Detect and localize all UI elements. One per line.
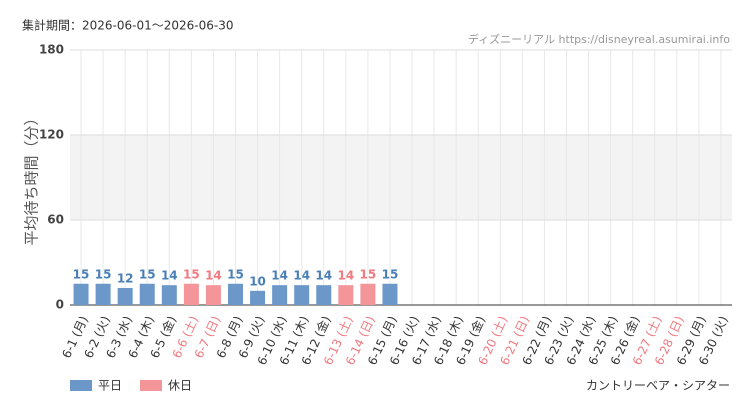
bar [272,285,288,305]
bar [139,283,155,305]
bar [228,283,243,305]
y-tick-label: 120 [39,128,64,142]
value-label: 15 [95,267,112,281]
value-label: 14 [205,269,222,283]
attraction-name: カントリーベア・シアター [586,379,730,393]
source: ディズニーリアル https://disneyreal.asumirai.inf… [468,32,730,46]
value-label: 14 [161,269,178,283]
bar [360,283,376,305]
value-label: 15 [382,267,399,281]
y-tick-label: 60 [47,213,64,227]
bar [338,285,354,305]
bar [205,285,221,305]
value-label: 12 [117,272,134,286]
legend-label: 平日 [98,379,122,393]
value-label: 14 [315,269,332,283]
bar [161,285,177,305]
legend-swatch [70,380,92,391]
shaded-band [70,135,732,220]
value-label: 10 [249,274,266,288]
value-label: 14 [337,269,354,283]
bar [183,283,199,305]
bar [73,283,89,305]
y-axis-title: 平均待ち時間（分） [23,110,41,245]
value-label: 15 [183,267,200,281]
bar [382,283,398,305]
y-tick-label: 180 [39,43,64,57]
value-label: 15 [227,267,244,281]
bar [316,285,332,305]
bar [250,290,266,305]
value-label: 15 [73,267,90,281]
y-tick-label: 0 [56,298,64,312]
bar [117,288,133,305]
legend-swatch [140,380,162,391]
value-label: 14 [293,269,310,283]
legend-label: 休日 [168,379,192,393]
bar [294,285,310,305]
value-label: 14 [271,269,288,283]
value-label: 15 [360,267,377,281]
bar [95,283,111,305]
subtitle: 集計期間：2026-06-01～2026-06-30 [22,18,233,33]
value-label: 15 [139,267,156,281]
